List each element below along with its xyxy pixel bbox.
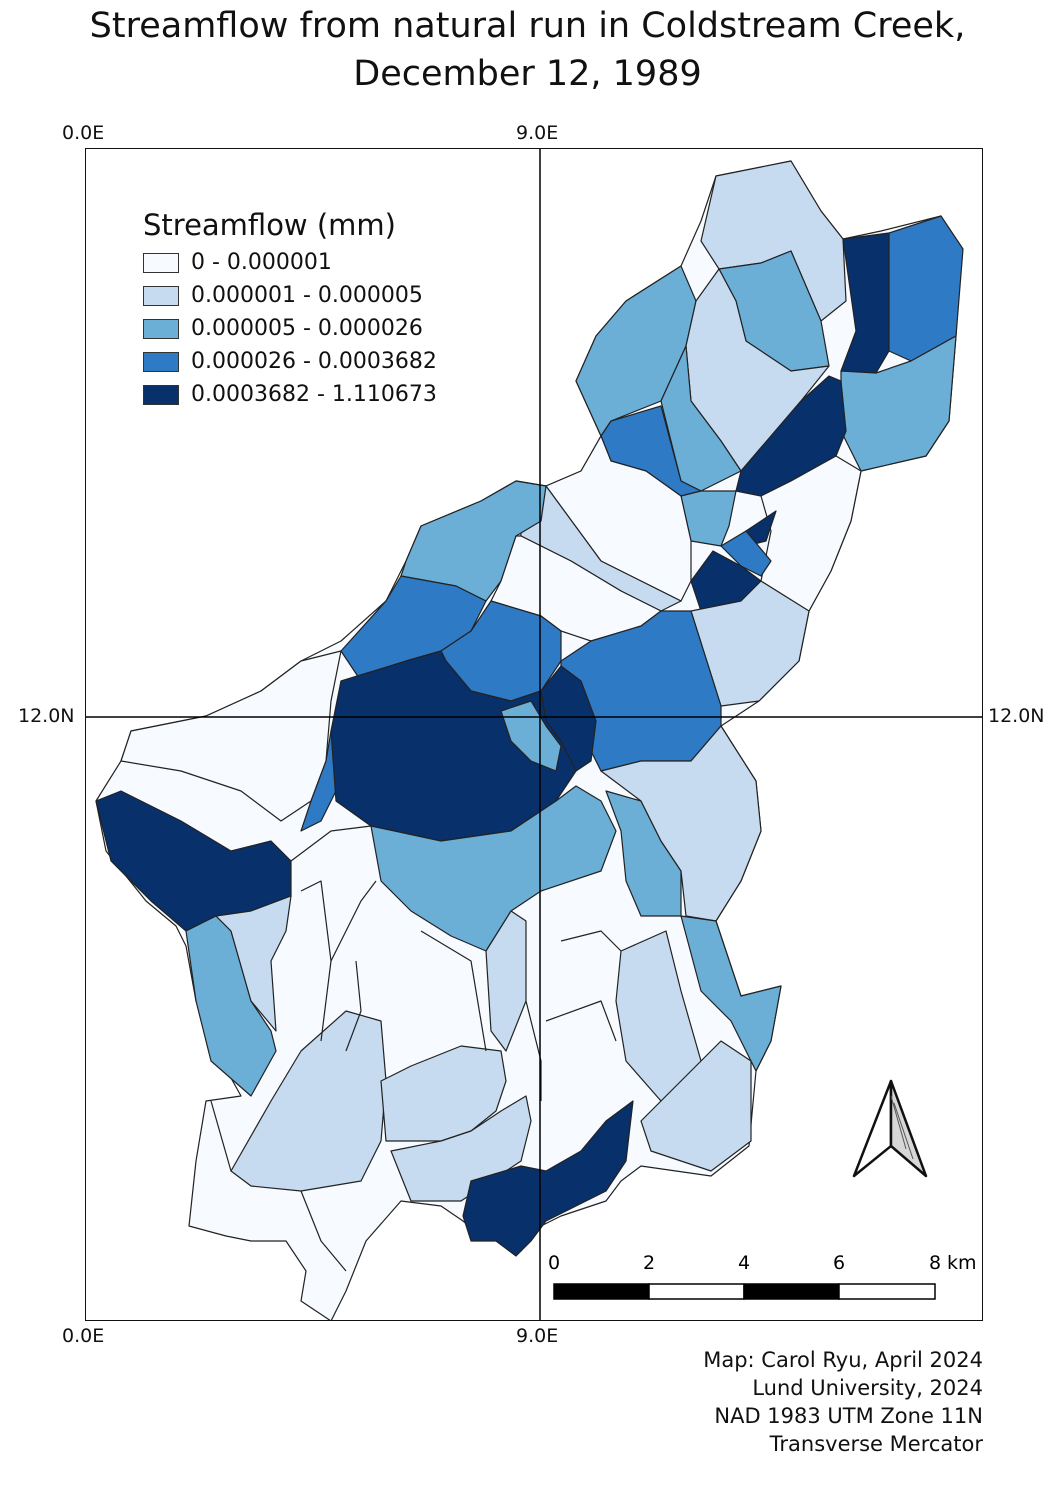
scale-unit: km <box>947 1252 977 1274</box>
legend-swatch <box>143 351 179 372</box>
title-line-1: Streamflow from natural run in Coldstrea… <box>89 6 966 46</box>
subbasin-center-blue-small <box>500 700 562 772</box>
legend-title: Streamflow (mm) <box>143 208 396 242</box>
subbasin-s-dark <box>462 1100 634 1257</box>
legend-swatch <box>143 318 179 339</box>
map-title: Streamflow from natural run in Coldstrea… <box>0 2 1055 98</box>
legend-item: 0.000026 - 0.0003682 <box>143 345 437 378</box>
scale-bar: 0 2 4 6 8 km <box>548 1252 977 1300</box>
grid-label-top-left: 0.0E <box>62 122 105 144</box>
subbasin-se-light-b <box>640 1040 752 1172</box>
subbasin-small-blue-2 <box>720 530 772 577</box>
credit-institution: Lund University, 2024 <box>752 1376 983 1400</box>
scale-tick-2: 2 <box>643 1252 655 1274</box>
subbasin-ws-light <box>215 895 292 1032</box>
scale-tick-6: 6 <box>833 1252 845 1274</box>
legend-item: 0.0003682 - 1.110673 <box>143 378 437 411</box>
scale-seg-4 <box>838 1283 936 1300</box>
subbasin-east-light <box>690 580 810 707</box>
scale-seg-2 <box>648 1283 745 1300</box>
legend-item: 0.000005 - 0.000026 <box>143 312 437 345</box>
scale-tick-4: 4 <box>738 1252 750 1274</box>
legend-swatch <box>143 285 179 306</box>
watershed-map: 0 2 4 6 8 km <box>86 149 982 1320</box>
legend-item: 0.000001 - 0.000005 <box>143 279 437 312</box>
credit-projection: NAD 1983 UTM Zone 11N <box>714 1404 983 1428</box>
legend-item: 0 - 0.000001 <box>143 246 437 279</box>
subbasin-e-light <box>600 725 762 922</box>
grid-label-bottom-left: 0.0E <box>62 1325 105 1347</box>
legend-label: 0.000026 - 0.0003682 <box>191 349 437 374</box>
legend-swatch <box>143 384 179 405</box>
legend-label: 0.0003682 - 1.110673 <box>191 382 437 407</box>
legend-swatch <box>143 252 179 273</box>
subbasin-sc-blue <box>370 785 617 952</box>
north-arrow-icon <box>852 1079 928 1178</box>
legend-label: 0 - 0.000001 <box>191 250 332 275</box>
subbasin-se-blue <box>680 915 782 1072</box>
grid-label-top-mid: 9.0E <box>516 122 559 144</box>
map-frame: 0 2 4 6 8 km <box>85 148 983 1321</box>
subbasin-s-light-b <box>380 1045 507 1142</box>
grid-label-right-mid: 12.0N <box>988 705 1045 727</box>
subbasin-center-dark-b <box>540 665 597 772</box>
credit-transform: Transverse Mercator <box>769 1432 983 1456</box>
credit-author: Map: Carol Ryu, April 2024 <box>703 1348 983 1372</box>
map-credits: Map: Carol Ryu, April 2024 Lund Universi… <box>703 1346 983 1458</box>
title-line-2: December 12, 1989 <box>353 54 702 94</box>
scale-tick-0: 0 <box>548 1252 560 1274</box>
legend: Streamflow (mm) 0 - 0.000001 0.000001 - … <box>143 208 437 411</box>
scale-tick-8: 8 <box>929 1252 941 1274</box>
legend-label: 0.000001 - 0.000005 <box>191 283 423 308</box>
grid-label-left-mid: 12.0N <box>18 705 75 727</box>
legend-label: 0.000005 - 0.000026 <box>191 316 423 341</box>
scale-seg-3 <box>743 1283 840 1300</box>
grid-label-bottom-mid: 9.0E <box>516 1325 559 1347</box>
scale-seg-1 <box>553 1283 650 1300</box>
